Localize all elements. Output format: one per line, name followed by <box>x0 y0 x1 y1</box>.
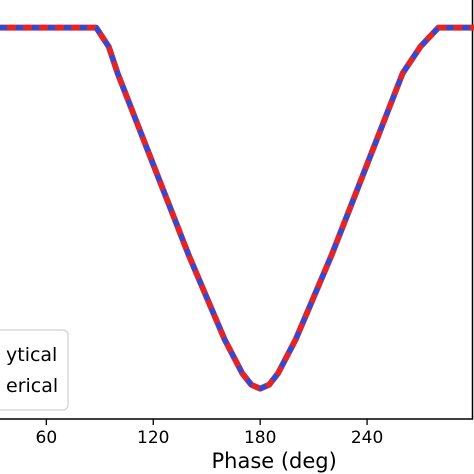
plot-frame <box>0 0 474 420</box>
x-tick-label: 60 <box>36 428 58 448</box>
x-axis-label: Phase (deg) <box>211 449 336 473</box>
series-line-erical <box>0 25 474 392</box>
legend-entry: ytical <box>6 344 57 366</box>
legend-entry: erical <box>6 375 58 397</box>
axes: 60 120 180 240 <box>0 0 474 448</box>
series-line-ytical <box>0 24 474 392</box>
legend: ytical erical <box>0 329 69 411</box>
x-tick-label: 180 <box>244 428 276 448</box>
x-tick-label: 120 <box>137 428 169 448</box>
x-tick-label: 240 <box>351 428 383 448</box>
legend-box <box>0 329 69 411</box>
series-layer <box>0 24 474 392</box>
